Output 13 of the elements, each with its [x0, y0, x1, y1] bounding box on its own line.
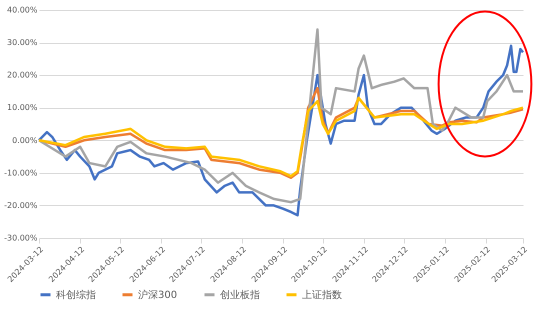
legend-label: 上证指数: [302, 288, 342, 301]
legend-label: 沪深300: [138, 288, 178, 301]
y-tick-label: 20.00%: [6, 70, 38, 80]
y-tick-label: 10.00%: [6, 103, 38, 112]
legend-label: 创业板指: [220, 288, 260, 301]
y-tick-label: 0.00%: [12, 136, 38, 145]
y-tick-label: -20.00%: [4, 200, 38, 210]
y-tick-label: 30.00%: [6, 38, 38, 48]
y-tick-label: -10.00%: [4, 168, 38, 178]
y-tick-label: 40.00%: [6, 6, 38, 14]
line-series: [38, 28, 524, 204]
legend-label: 科创综指: [56, 288, 96, 301]
y-tick-label: -30.00%: [4, 234, 38, 242]
